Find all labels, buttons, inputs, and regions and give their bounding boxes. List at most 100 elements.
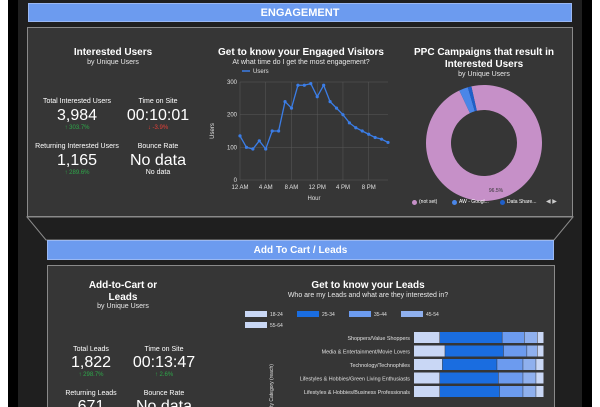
legend-swatch [297,311,319,317]
engaged-visitors-line-chart: 0 100 200 300 12 AM 4 AM 8 AM 12 PM 4 PM 8 PM Hour… [210,69,390,202]
legend-swatch [401,311,423,317]
leads-time-on-site-label: Time on Site [144,346,184,353]
x-tick-label: 4 AM [259,185,273,191]
data-point [289,106,294,110]
returning-interested-users-label: Returning Interested Users [35,143,119,150]
category-label: Lifestyles & Hobbies/Green Living Enthus… [300,377,411,383]
know-leads-subtitle: Who are my Leads and what are they inter… [287,292,449,299]
y-tick-label: 0 [234,178,238,184]
category-label: Lifestyles & Hobbies/Business Profession… [304,390,410,396]
engaged-visitors-subtitle: At what time do I get the most engagemen… [232,59,370,66]
legend-label-not-set: (not set) [419,199,438,205]
legend-label: 25-34 [322,312,335,318]
y-tick-label: 300 [227,80,238,86]
data-point [270,129,274,133]
leads-time-on-site-delta: ↑ 2.6% [154,372,174,378]
y-tick-label: 200 [227,113,238,119]
legend-label: 55-64 [270,323,283,329]
returning-leads-label: Returning Leads [65,390,117,397]
legend-swatch [349,311,371,317]
leads-panel: Add-to-Cart or Leads by Unique Users Tot… [47,265,555,407]
time-on-site-label: Time on Site [138,98,178,105]
data-point [360,129,364,133]
bar-segment [523,386,536,397]
total-leads-label: Total Leads [73,346,109,353]
bar-segment [523,372,536,384]
time-on-site-delta: ↓ -3.9% [147,125,169,131]
data-point [379,137,384,141]
y-axis-title: Users [210,123,216,139]
bar-segment [527,345,537,357]
bar-segment [503,345,527,357]
data-point [386,140,390,145]
legend-swatch [245,311,267,317]
right-frame [578,0,600,407]
ppc-title-line1: PPC Campaigns that result in [413,47,555,58]
legend-label: 35-44 [374,312,387,318]
ppc-legend: (not set) AW - Googl... Data Share... ◀ … [410,198,560,208]
bar-segment [442,359,497,370]
interested-users-subtitle: by Unique Users [87,59,139,66]
bounce-rate-label: Bounce Rate [137,143,179,150]
engagement-header: ENGAGEMENT [28,3,572,22]
bar-segment [414,345,445,357]
data-point [322,83,326,87]
leads-stacked-bar-chart: 18-24 25-34 35-44 45-54 55-64 Shoppers/Value … [245,311,544,407]
interested-users-title: Interested Users [73,47,153,58]
data-point [373,135,377,140]
section-connector [25,216,575,241]
dashboard-canvas: ENGAGEMENT Interested Users by Unique Us… [18,0,582,407]
ppc-subtitle: by Unique Users [458,71,510,78]
total-interested-users-delta: ↑ 303.7% [64,125,90,131]
leads-bounce-rate-value: No data [135,398,193,407]
left-frame [0,0,22,407]
legend-swatch-data-share [500,200,505,205]
engagement-panel: Interested Users by Unique Users Total I… [27,27,573,217]
total-interested-users-value: 3,984 [56,107,98,124]
donut-slice [459,87,475,114]
bar-segment [440,386,500,397]
data-point [264,147,268,151]
bar-segment [414,372,440,384]
data-point [347,121,351,125]
bar-segment [537,345,544,357]
donut-slice [467,86,477,112]
bounce-rate-value: No data [129,152,187,169]
bar-segment [524,332,537,343]
data-point [302,83,306,87]
ppc-title-line2: Interested Users [444,59,524,70]
x-tick-label: 12 AM [231,185,248,191]
data-point [341,113,345,117]
legend-swatch [245,322,267,328]
ppc-donut-chart: 96.5% [426,85,542,201]
bar-segment [536,359,544,370]
total-leads-value: 1,822 [70,354,112,371]
legend-pager-arrows[interactable]: ◀ ▶ [546,199,557,205]
bar-segment [440,332,502,343]
data-point [238,134,242,138]
add-to-cart-title-line1: Add-to-Cart or [88,280,158,291]
category-label: Media & Entertainment/Movie Lovers [322,350,411,356]
x-tick-label: 4 PM [336,185,350,191]
bar-segment [523,359,536,370]
legend-label: 18-24 [270,312,283,318]
category-label: Shoppers/Value Shoppers [347,336,410,342]
time-on-site-value: 00:10:01 [126,107,190,124]
x-tick-label: 8 PM [362,185,376,191]
total-leads-delta: ↑ 298.7% [78,372,104,378]
leads-header-label: Add To Cart / Leads [253,245,348,256]
x-tick-label: 8 AM [285,185,299,191]
engaged-visitors-title: Get to know your Engaged Visitors [218,47,384,58]
x-axis-title: Hour [307,196,320,202]
bar-segment [440,372,498,384]
engagement-header-label: ENGAGEMENT [260,7,340,19]
bar-y-axis-title: Affinity Category (reach) [269,364,275,407]
returning-leads-value: 671 [77,398,105,407]
bar-segment [414,359,443,370]
data-point [309,82,313,86]
total-interested-users-label: Total Interested Users [42,98,112,105]
bar-segment [497,359,523,370]
data-point [251,147,255,151]
returning-interested-users-value: 1,165 [56,152,98,169]
leads-bounce-rate-label: Bounce Rate [143,390,185,397]
